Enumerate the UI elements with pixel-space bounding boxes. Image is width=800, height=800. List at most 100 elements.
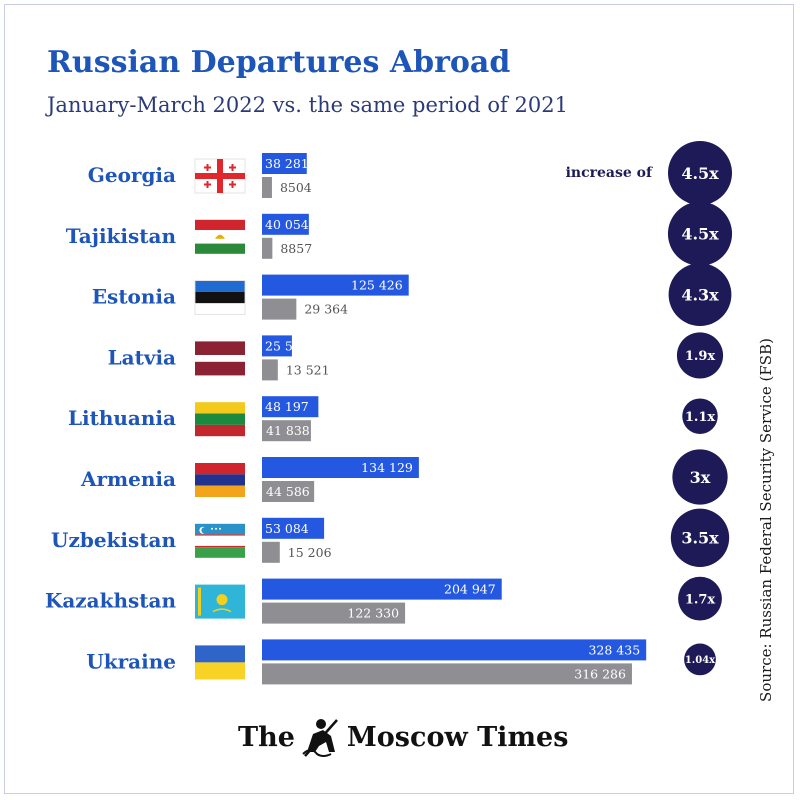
value-label-2022: 134 129 xyxy=(361,460,413,475)
country-label: Estonia xyxy=(92,285,176,309)
increase-label: 1.1x xyxy=(685,410,716,425)
flag-latvia-icon xyxy=(195,341,245,376)
increase-circle xyxy=(668,263,732,327)
flag-cross-bar xyxy=(206,164,209,171)
flag-stripe xyxy=(195,424,245,437)
flag-stripe xyxy=(195,535,245,546)
flag-stripe xyxy=(195,402,245,414)
flag-armenia-icon xyxy=(195,463,245,497)
flag-stripe xyxy=(195,355,245,362)
flag-stripe xyxy=(195,474,245,486)
country-label: Ukraine xyxy=(86,649,176,673)
value-label-2021: 44 586 xyxy=(266,484,310,499)
increase-circle xyxy=(672,449,728,505)
country-label: Armenia xyxy=(80,467,176,491)
st-george-emblem-icon xyxy=(302,719,338,757)
flag-stripe xyxy=(195,463,245,475)
chart-title: Russian Departures Abroad xyxy=(47,45,511,80)
increase-circle xyxy=(667,201,733,266)
value-label-2021: 29 364 xyxy=(304,302,348,317)
value-label-2021: 8504 xyxy=(280,180,312,195)
value-label-2022: 125 426 xyxy=(351,278,403,293)
increase-label: 4.5x xyxy=(681,164,719,183)
flag-uzbekistan-icon xyxy=(195,523,245,558)
increase-label: 4.3x xyxy=(681,285,719,304)
value-label-2022: 25 568 xyxy=(265,338,309,353)
flag-stripe xyxy=(195,645,245,663)
flag-stripe xyxy=(195,303,245,315)
bar-2021-lithuania xyxy=(262,420,311,442)
flag-kazakhstan-icon xyxy=(195,584,245,619)
country-label: Uzbekistan xyxy=(51,528,176,552)
source-note: Source: Russian Federal Security Service… xyxy=(757,338,775,702)
country-label: Latvia xyxy=(108,345,176,369)
flag-stripe xyxy=(195,534,245,536)
flag-stripe xyxy=(195,341,245,355)
bar-2022-estonia xyxy=(262,274,409,296)
flag-stripe xyxy=(195,547,245,558)
flag-stripe xyxy=(195,219,245,230)
chart-subtitle: January-March 2022 vs. the same period o… xyxy=(47,93,568,117)
flag-stripe xyxy=(195,485,245,497)
increase-label: 3.5x xyxy=(681,529,719,548)
flag-eagle xyxy=(212,608,232,613)
increase-of-annotation: increase of xyxy=(566,165,653,181)
logo-word-the: The xyxy=(238,721,295,753)
flag-stripe xyxy=(195,291,245,304)
value-label-2021: 8857 xyxy=(280,241,312,256)
bar-2022-ukraine xyxy=(262,639,647,661)
flag-moon-cut xyxy=(201,527,208,534)
value-label-2022: 204 947 xyxy=(444,582,496,597)
flag-tajikistan-icon xyxy=(195,219,245,254)
increase-label: 1.7x xyxy=(685,592,716,607)
increase-circle xyxy=(670,508,730,567)
bar-2021-uzbekistan xyxy=(262,541,280,563)
flag-border xyxy=(194,280,246,316)
flag-stripe xyxy=(195,413,245,425)
flag-stripe xyxy=(195,280,245,292)
bar-2022-lithuania xyxy=(262,396,319,418)
increase-label: 4.5x xyxy=(681,225,719,244)
flag-star xyxy=(215,527,217,530)
bar-2022-uzbekistan xyxy=(262,517,325,539)
increase-circle xyxy=(676,332,724,379)
value-label-2021: 316 286 xyxy=(574,666,626,681)
value-label-2022: 40 054 xyxy=(265,217,309,232)
value-label-2022: 48 197 xyxy=(265,399,309,414)
increase-circle xyxy=(682,398,718,434)
flag-stripe xyxy=(195,662,245,680)
bar-2021-kazakhstan xyxy=(262,602,406,624)
country-label: Lithuania xyxy=(68,406,176,430)
value-label-2022: 53 084 xyxy=(265,521,309,536)
increase-label: 3x xyxy=(690,468,711,487)
value-label-2021: 41 838 xyxy=(266,423,310,438)
flag-star xyxy=(211,527,213,530)
flag-stripe xyxy=(195,545,245,548)
bar-2021-ukraine xyxy=(262,663,632,685)
value-label-2021: 122 330 xyxy=(347,606,399,621)
bar-2022-georgia xyxy=(262,153,307,174)
flag-crown xyxy=(215,234,225,239)
flag-cross-bar xyxy=(231,181,234,188)
flag-lithuania-icon xyxy=(195,402,245,437)
infographic-frame: Russian Departures Abroad January-March … xyxy=(4,4,794,794)
value-label-2022: 328 435 xyxy=(588,642,640,657)
bar-2021-georgia xyxy=(262,177,272,198)
moscow-times-logo: The Moscow Times xyxy=(238,712,568,762)
flag-ukraine-icon xyxy=(195,645,245,680)
flag-cross-bar xyxy=(231,164,234,171)
flag-georgia-icon xyxy=(194,158,246,194)
increase-circle xyxy=(667,140,733,206)
increase-circle xyxy=(678,576,722,621)
increase-label: 1.04x xyxy=(685,655,716,666)
bar-2021-armenia xyxy=(262,481,315,502)
flag-stripe xyxy=(195,361,245,376)
flag-stripe xyxy=(195,173,245,179)
value-label-2021: 15 206 xyxy=(288,545,332,560)
bar-2022-latvia xyxy=(262,335,292,357)
flag-star xyxy=(219,527,221,530)
increase-label: 1.9x xyxy=(685,349,716,364)
bar-2021-latvia xyxy=(262,359,278,381)
country-label: Kazakhstan xyxy=(45,589,177,613)
